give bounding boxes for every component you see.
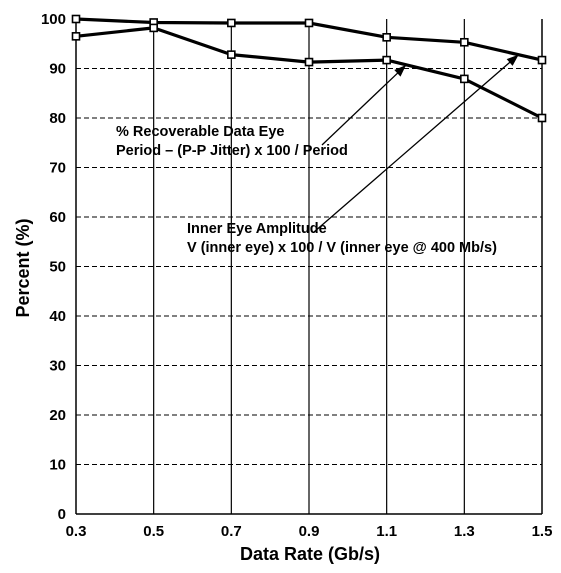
y-tick-label: 0 [58, 506, 66, 523]
y-tick-label: 40 [49, 308, 66, 325]
y-tick-label: 80 [49, 110, 66, 127]
y-tick-label: 100 [41, 11, 66, 28]
annotation-layer: % Recoverable Data Eye Period – (P-P Jitt… [116, 54, 520, 256]
data-point [304, 18, 314, 28]
tick-layer: 0 10 20 30 40 50 60 70 80 90 100 0.3 0.5 0.7 0.9 1.1 1.3… [41, 11, 552, 540]
data-point [460, 37, 469, 47]
annotation-arrow-head [394, 65, 407, 77]
y-tick-label: 60 [49, 209, 66, 226]
annotation-recoverable-eye: % Recoverable Data Eye Period – (P-P Jitt… [116, 64, 407, 159]
data-point [537, 55, 547, 65]
x-axis-label: Data Rate (Gb/s) [240, 544, 380, 564]
series-2 [71, 23, 547, 123]
x-tick-label: 1.1 [376, 523, 397, 540]
y-tick-label: 90 [49, 61, 66, 78]
annotation-text: Period – (P-P Jitter) x 100 / Period [116, 143, 348, 159]
data-point [227, 50, 236, 59]
data-point [71, 32, 81, 41]
y-tick-label: 50 [49, 259, 66, 276]
annotation-arrow-line [313, 54, 520, 233]
plot-frame [75, 19, 543, 515]
x-tick-label: 0.9 [299, 523, 320, 540]
x-tick-label: 1.5 [532, 523, 553, 540]
annotation-arrow-line [321, 64, 407, 146]
data-point [382, 55, 391, 65]
data-point [71, 14, 81, 24]
y-tick-label: 10 [49, 457, 66, 474]
grid-layer [76, 19, 542, 514]
data-point [304, 57, 314, 67]
y-tick-label: 20 [49, 407, 66, 424]
annotation-arrow-head [506, 54, 519, 66]
annotation-text: V (inner eye) x 100 / V (inner eye @ 400… [187, 240, 497, 256]
annotation-text: Inner Eye Amplitude [187, 221, 327, 237]
y-tick-label: 70 [49, 160, 66, 177]
x-tick-label: 0.7 [221, 523, 242, 540]
series-layer [71, 14, 547, 123]
series-1 [71, 14, 547, 65]
data-point [149, 23, 158, 33]
x-tick-label: 0.3 [66, 523, 87, 540]
data-point [460, 74, 469, 84]
data-point [382, 33, 391, 42]
x-tick-label: 0.5 [143, 523, 164, 540]
y-tick-label: 30 [49, 358, 66, 375]
data-point [227, 18, 236, 28]
y-axis-label: Percent (%) [13, 218, 33, 317]
x-tick-label: 1.3 [454, 523, 475, 540]
data-point [537, 113, 547, 123]
annotation-text: % Recoverable Data Eye [116, 124, 284, 140]
annotation-inner-eye: Inner Eye Amplitude V (inner eye) x 100 /… [187, 54, 520, 256]
